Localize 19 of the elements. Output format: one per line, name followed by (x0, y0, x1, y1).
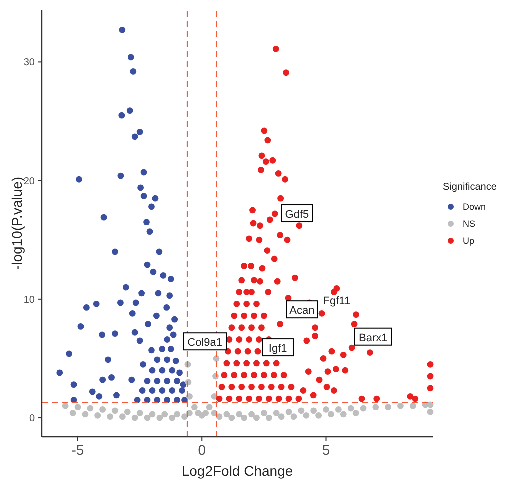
x-axis-title: Log2Fold Change (182, 463, 294, 479)
annotation: Col9a1 (188, 337, 223, 350)
y-axis-title: -log10(P.value) (9, 176, 25, 270)
annotation: Fgf11 (323, 296, 351, 308)
x-tick-label: 0 (198, 442, 206, 458)
legend-title: Significance (443, 182, 498, 193)
y-tick-label: 0 (29, 414, 36, 425)
legend-label: Up (463, 236, 475, 246)
x-tick-label: -5 (72, 442, 84, 458)
x-tick-label: 5 (322, 442, 330, 458)
annotation: Barx1 (359, 332, 388, 344)
annotation: Acan (290, 305, 315, 318)
annotation: Igf1 (268, 343, 288, 356)
y-tick-label: 20 (24, 176, 36, 188)
legend-label: Down (463, 202, 486, 212)
y-tick-label: 10 (24, 294, 36, 306)
y-tick-label: 30 (24, 58, 36, 69)
legend-label: NS (463, 219, 476, 229)
annotation: Gdf5 (285, 209, 310, 222)
